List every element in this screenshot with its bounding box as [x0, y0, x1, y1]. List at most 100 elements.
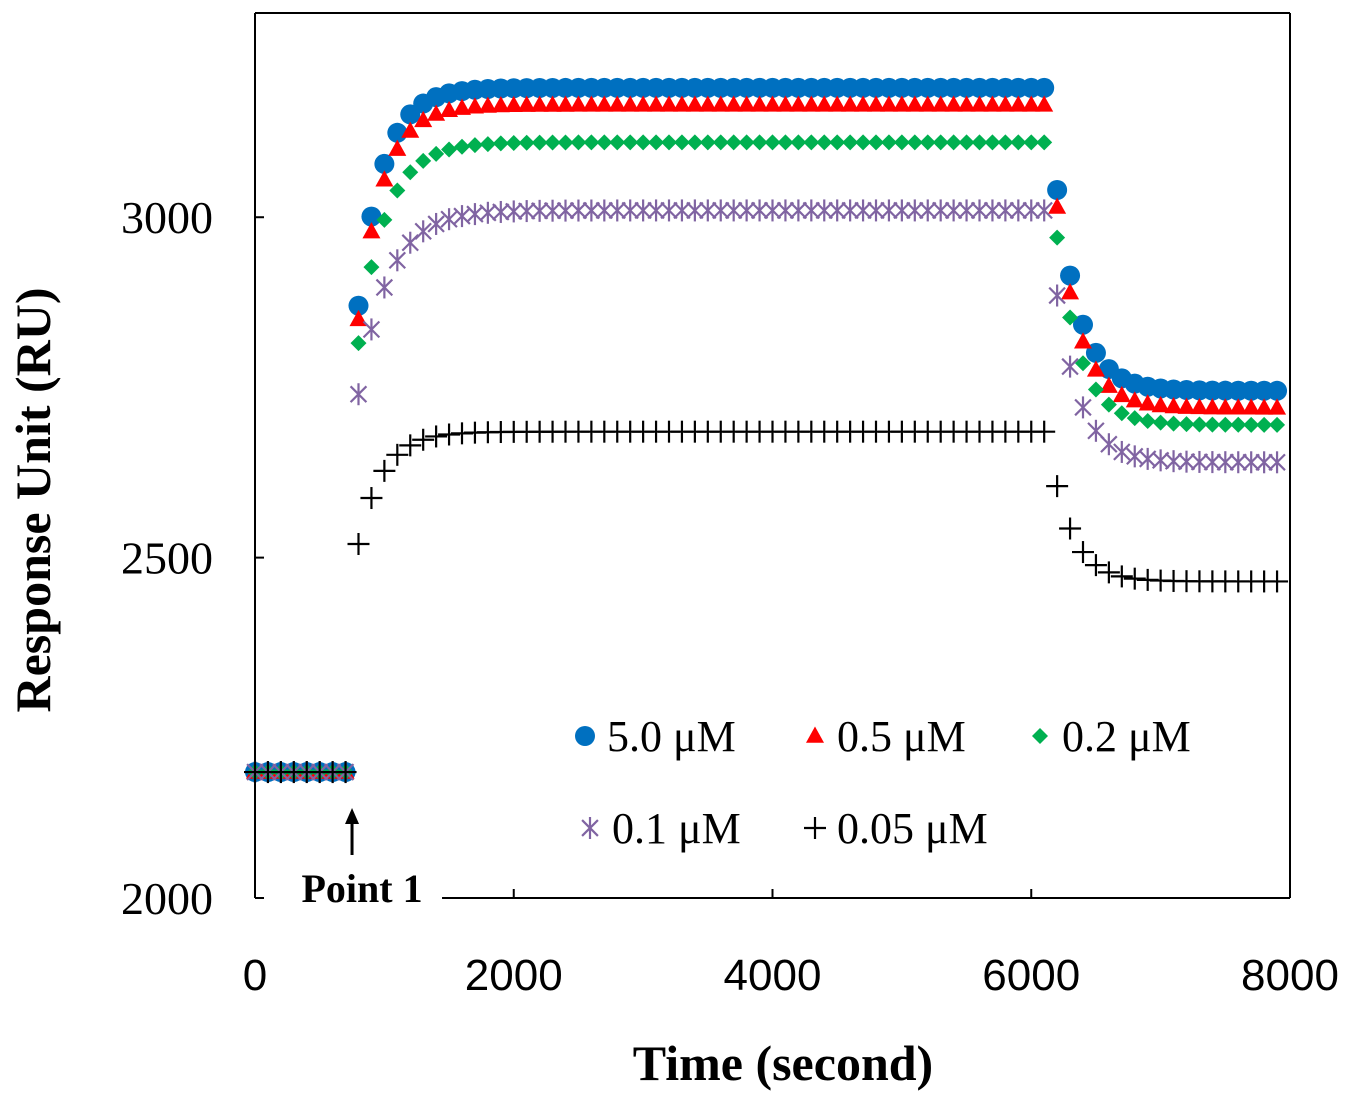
data-point — [1203, 398, 1222, 415]
data-point — [919, 199, 937, 222]
data-point — [996, 199, 1015, 222]
data-point — [401, 231, 419, 254]
data-marks — [244, 77, 1289, 784]
data-point — [789, 95, 808, 112]
data-point — [440, 208, 458, 231]
y-tick-label: 2500 — [121, 533, 213, 584]
data-point — [1084, 554, 1107, 577]
data-point — [738, 134, 755, 151]
data-point — [1113, 440, 1131, 463]
data-point — [737, 95, 756, 112]
data-point — [829, 134, 846, 151]
data-point — [530, 199, 549, 222]
data-point — [374, 153, 395, 174]
data-point — [1048, 284, 1066, 307]
data-point — [375, 170, 394, 187]
data-point — [828, 199, 846, 222]
legend-marker-plus — [804, 817, 826, 839]
data-point — [517, 200, 536, 223]
data-point — [1046, 475, 1069, 498]
data-point — [479, 136, 496, 153]
data-point — [1087, 419, 1105, 442]
data-point — [621, 95, 640, 112]
data-point — [360, 487, 383, 510]
data-point — [608, 199, 626, 222]
legend-item: 0.2 μM — [1032, 712, 1191, 761]
data-point — [635, 134, 652, 151]
data-point — [441, 141, 458, 158]
data-point — [906, 199, 924, 222]
data-point — [414, 220, 432, 243]
data-point — [1138, 394, 1157, 411]
x-axis-ticks: 0 2000 4000 6000 8000 — [243, 889, 1339, 1000]
data-point — [543, 199, 562, 222]
data-point — [1125, 391, 1144, 408]
data-point — [970, 95, 989, 112]
data-point — [958, 134, 975, 151]
data-point — [945, 134, 962, 151]
data-point — [1217, 416, 1234, 433]
data-point — [673, 199, 691, 222]
data-point — [491, 96, 510, 113]
data-point — [855, 134, 872, 151]
data-point — [427, 212, 445, 235]
y-tick-label: 2000 — [121, 873, 213, 924]
data-point — [1242, 398, 1261, 415]
data-point — [1255, 451, 1273, 474]
data-point — [1061, 283, 1080, 300]
data-point — [347, 533, 370, 555]
data-point — [505, 200, 523, 223]
data-point — [376, 211, 393, 228]
data-point — [724, 95, 743, 112]
data-point — [569, 95, 588, 112]
data-point — [737, 199, 756, 222]
data-point — [803, 134, 820, 151]
data-point — [1059, 517, 1082, 540]
data-point — [893, 134, 910, 151]
data-point — [1074, 396, 1092, 419]
data-point — [1267, 380, 1288, 401]
data-point — [841, 95, 860, 112]
data-point — [1100, 433, 1118, 456]
data-point — [595, 95, 614, 112]
data-point — [1035, 95, 1054, 112]
data-point — [1047, 180, 1068, 200]
data-point — [492, 135, 509, 152]
data-point — [543, 95, 562, 112]
data-point — [582, 199, 601, 222]
data-point — [724, 199, 743, 222]
data-point — [453, 205, 471, 228]
data-point — [583, 134, 600, 151]
data-point — [350, 335, 367, 352]
data-point — [1036, 134, 1053, 151]
data-point — [1242, 451, 1260, 474]
data-point — [1100, 396, 1117, 413]
data-point — [1266, 570, 1289, 593]
data-point — [957, 95, 976, 112]
data-point — [504, 95, 523, 113]
data-point — [1062, 309, 1079, 326]
data-point — [789, 199, 808, 222]
data-point — [388, 139, 407, 156]
data-point — [1177, 397, 1196, 414]
data-point — [582, 95, 601, 112]
data-point — [556, 199, 575, 222]
data-point — [1216, 398, 1235, 415]
x-tick-label: 2000 — [465, 951, 563, 1000]
data-point — [892, 95, 911, 112]
x-tick-label: 0 — [243, 951, 267, 1000]
legend-label: 5.0 μM — [607, 712, 736, 761]
data-point — [518, 134, 535, 151]
data-point — [387, 122, 408, 143]
data-point — [622, 134, 639, 151]
data-point — [944, 95, 963, 112]
data-point — [725, 134, 742, 151]
data-point — [868, 134, 884, 151]
data-point — [1229, 398, 1248, 415]
data-point — [363, 259, 380, 276]
data-point — [750, 199, 769, 222]
data-point — [1087, 381, 1104, 398]
data-point — [425, 425, 448, 448]
data-point — [440, 100, 459, 118]
x-tick-label: 8000 — [1241, 951, 1339, 1000]
